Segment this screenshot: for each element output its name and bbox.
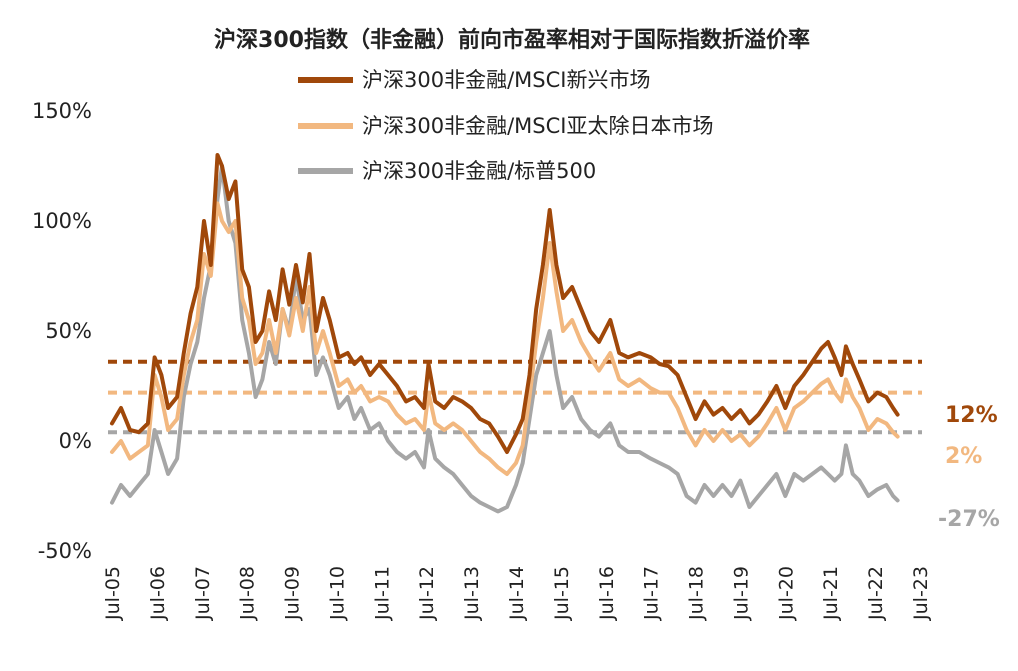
legend-label-sp500: 沪深300非金融/标普500 — [362, 159, 596, 183]
x-tick-label: Jul-13 — [461, 566, 483, 621]
series-lines — [110, 153, 900, 514]
x-tick-label: Jul-22 — [865, 566, 887, 621]
legend-label-em: 沪深300非金融/MSCI新兴市场 — [362, 68, 650, 92]
x-axis: Jul-05 Jul-06 Jul-07 Jul-08 Jul-09 Jul-10 Jul-… — [102, 566, 932, 621]
y-tick-label: 100% — [32, 209, 92, 233]
legend-item-em: 沪深300非金融/MSCI新兴市场 — [298, 68, 650, 92]
x-tick-label: Jul-09 — [282, 566, 304, 621]
average-lines — [108, 359, 922, 435]
legend: 沪深300非金融/MSCI新兴市场 沪深300非金融/MSCI亚太除日本市场 沪… — [298, 68, 713, 183]
end-labels: 12% 2% -27% — [938, 403, 1000, 532]
y-tick-label: 0% — [59, 429, 92, 453]
legend-item-sp500: 沪深300非金融/标普500 — [298, 159, 596, 183]
y-tick-label: -50% — [38, 539, 92, 563]
x-tick-label: Jul-17 — [641, 566, 663, 621]
series-line-2 — [110, 164, 900, 514]
legend-item-apxj: 沪深300非金融/MSCI亚太除日本市场 — [298, 114, 713, 138]
x-tick-label: Jul-06 — [147, 566, 169, 621]
x-tick-label: Jul-23 — [910, 566, 932, 621]
x-tick-label: Jul-14 — [506, 566, 528, 621]
x-tick-label: Jul-12 — [416, 566, 438, 621]
x-tick-label: Jul-05 — [102, 566, 124, 621]
x-tick-label: Jul-21 — [820, 566, 842, 621]
x-tick-label: Jul-16 — [596, 566, 618, 621]
x-tick-label: Jul-11 — [371, 566, 393, 621]
y-tick-label: 50% — [45, 319, 92, 343]
series-line-0 — [110, 153, 900, 454]
end-value-label-1: 2% — [945, 444, 982, 469]
chart-title: 沪深300指数（非金融）前向市盈率相对于国际指数折溢价率 — [214, 27, 810, 53]
x-tick-label: Jul-19 — [730, 566, 752, 621]
end-value-label-0: 12% — [945, 403, 998, 428]
series-line-1 — [110, 201, 900, 476]
x-tick-label: Jul-10 — [326, 566, 348, 621]
x-tick-label: Jul-20 — [775, 566, 797, 621]
x-tick-label: Jul-08 — [237, 566, 259, 621]
y-axis: 150% 100% 50% 0% -50% — [32, 99, 92, 563]
end-value-label-2: -27% — [938, 507, 1000, 532]
x-tick-label: Jul-07 — [192, 566, 214, 621]
x-tick-label: Jul-15 — [551, 566, 573, 621]
y-tick-label: 150% — [32, 99, 92, 123]
x-tick-label: Jul-18 — [686, 566, 708, 621]
legend-label-apxj: 沪深300非金融/MSCI亚太除日本市场 — [362, 114, 713, 138]
